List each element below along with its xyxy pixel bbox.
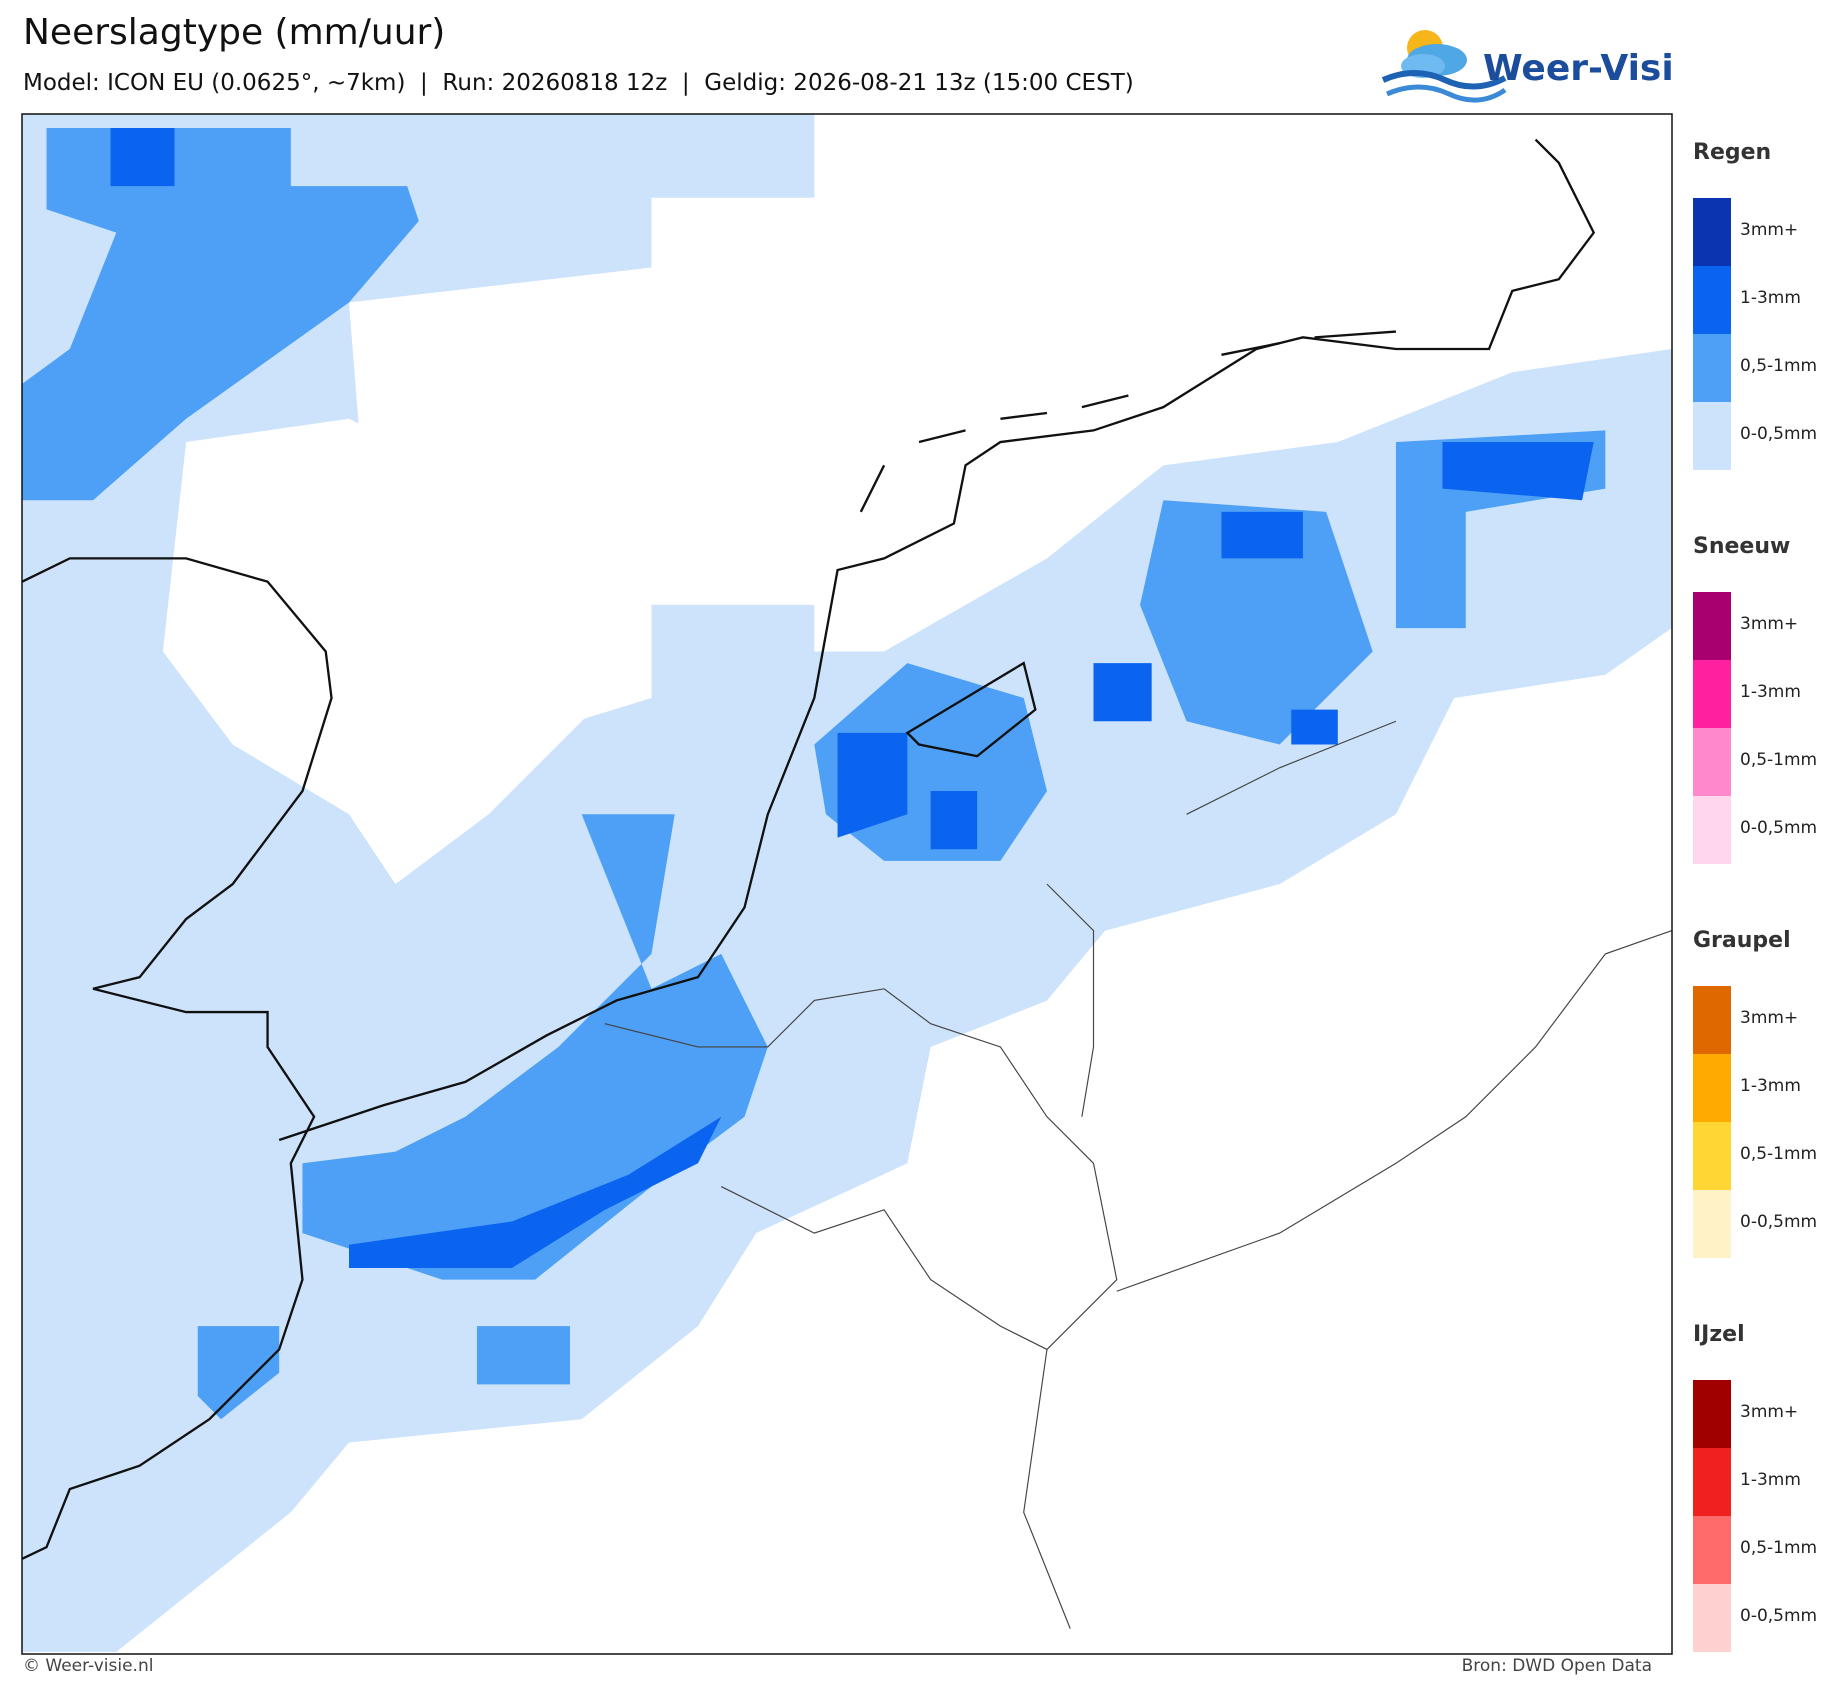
legend-swatch bbox=[1693, 266, 1731, 334]
legend-title: Regen bbox=[1693, 140, 1772, 165]
border bbox=[720, 720, 1397, 1350]
rain-mid bbox=[197, 1326, 280, 1420]
legend-label: 3mm+ bbox=[1740, 220, 1799, 240]
footer-source: Bron: DWD Open Data bbox=[1461, 1656, 1652, 1676]
legend-label: 0,5-1mm bbox=[1740, 1144, 1818, 1164]
border bbox=[604, 988, 1118, 1629]
legend: Regen 3mm+ 1-3mm 0,5-1mm 0-0,5mm Sneeuw 3mm+ 1-… bbox=[1693, 0, 1824, 1681]
legend-swatch bbox=[1693, 198, 1731, 266]
legend-swatch bbox=[1693, 796, 1731, 864]
legend-swatch bbox=[1693, 592, 1731, 660]
coast-england bbox=[21, 557, 333, 1560]
legend-label: 3mm+ bbox=[1740, 1008, 1799, 1028]
logo-icon bbox=[1381, 30, 1507, 103]
legend-swatch bbox=[1693, 1054, 1731, 1122]
legend-swatch bbox=[1693, 1448, 1731, 1516]
legend-label: 0-0,5mm bbox=[1740, 424, 1818, 444]
legend-label: 1-3mm bbox=[1740, 1076, 1801, 1096]
legend-label: 3mm+ bbox=[1740, 1402, 1799, 1422]
rain-heavy bbox=[348, 1116, 722, 1268]
legend-label: 0-0,5mm bbox=[1740, 1212, 1818, 1232]
legend-title: Graupel bbox=[1693, 928, 1791, 953]
coast-islands bbox=[859, 330, 1397, 513]
legend-swatch bbox=[1693, 1122, 1731, 1190]
title: Neerslagtype (mm/uur) bbox=[23, 12, 446, 53]
rain-mid bbox=[1140, 500, 1373, 745]
coast-ijsselmeer bbox=[905, 661, 1037, 758]
borders bbox=[604, 720, 1672, 1629]
logo: Weer-Visie bbox=[1381, 30, 1675, 103]
logo-text: Weer-Visie bbox=[1483, 48, 1675, 89]
map-frame bbox=[21, 113, 1673, 1655]
subtitle: Model: ICON EU (0.0625°, ~7km) | Run: 20… bbox=[23, 70, 1134, 96]
precipitation bbox=[22, 114, 1672, 1652]
legend-label: 0-0,5mm bbox=[1740, 818, 1818, 838]
coastlines bbox=[21, 138, 1596, 1560]
legend-swatch bbox=[1693, 1584, 1731, 1652]
legend-swatch bbox=[1693, 1516, 1731, 1584]
rain-mid bbox=[476, 1326, 571, 1385]
legend-swatch bbox=[1693, 986, 1731, 1054]
legend-swatch bbox=[1693, 402, 1731, 470]
border bbox=[1116, 930, 1672, 1292]
rain-light bbox=[348, 267, 652, 745]
legend-label: 0,5-1mm bbox=[1740, 356, 1818, 376]
legend-swatch bbox=[1693, 1190, 1731, 1258]
legend-swatch bbox=[1693, 660, 1731, 728]
legend-title: IJzel bbox=[1693, 1322, 1745, 1347]
legend-title: Sneeuw bbox=[1693, 534, 1791, 559]
legend-label: 0,5-1mm bbox=[1740, 1538, 1818, 1558]
legend-label: 3mm+ bbox=[1740, 614, 1799, 634]
footer-credit: © Weer-visie.nl bbox=[23, 1656, 154, 1676]
legend-label: 1-3mm bbox=[1740, 1470, 1801, 1490]
rain-mid bbox=[22, 127, 419, 501]
legend-label: 1-3mm bbox=[1740, 288, 1801, 308]
legend-swatch bbox=[1693, 334, 1731, 402]
legend-swatch bbox=[1693, 1380, 1731, 1448]
legend-label: 1-3mm bbox=[1740, 682, 1801, 702]
legend-label: 0-0,5mm bbox=[1740, 1606, 1818, 1626]
legend-swatch bbox=[1693, 728, 1731, 796]
coast-continent bbox=[278, 138, 1596, 1142]
legend-label: 0,5-1mm bbox=[1740, 750, 1818, 770]
map-content bbox=[21, 114, 1672, 1652]
